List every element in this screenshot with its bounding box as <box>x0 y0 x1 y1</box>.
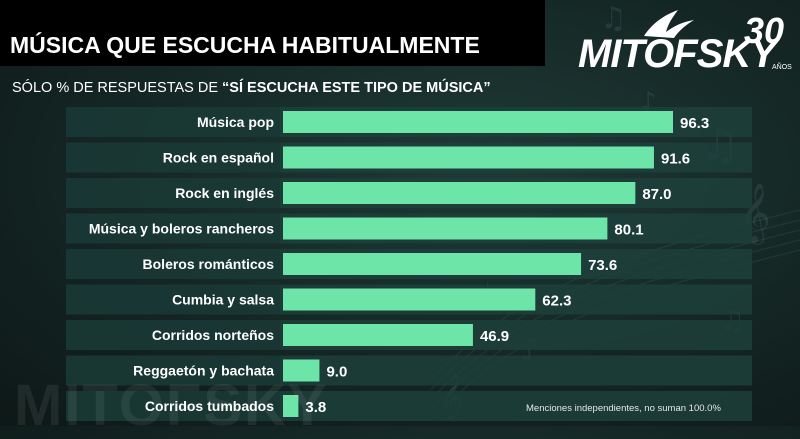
category-label-background <box>66 355 280 386</box>
category-label: Corridos norteños <box>152 327 274 343</box>
mitofsky-logo: MITOFSKY 30 AÑOS <box>576 6 796 78</box>
value-label: 62.3 <box>542 293 571 310</box>
bar <box>283 359 320 382</box>
chart-subtitle: SÓLO % DE RESPUESTAS DE “SÍ ESCUCHA ESTE… <box>12 80 491 96</box>
value-label: 9.0 <box>326 364 347 381</box>
bar-chart: Música pop 96.3 Rock en español 91.6 Rock en… <box>66 107 752 421</box>
bird-emblem-icon <box>644 10 694 38</box>
category-label: Boleros románticos <box>143 256 275 272</box>
category-label: Cumbia y salsa <box>172 292 274 308</box>
category-label-background <box>66 320 280 350</box>
category-label: Música pop <box>197 114 274 130</box>
category-label: Rock en inglés <box>175 185 274 201</box>
value-label: 80.1 <box>614 222 643 239</box>
category-label-background <box>66 142 280 173</box>
category-label: Corridos tumbados <box>145 398 274 414</box>
category-label-background <box>66 107 280 137</box>
logo-anos: AÑOS <box>772 64 792 71</box>
value-label: 73.6 <box>588 257 617 274</box>
category-label-background <box>66 249 280 279</box>
watermark: MITOFSKY <box>14 373 329 438</box>
subtitle-emphasis: “SÍ ESCUCHA ESTE TIPO DE MÚSICA” <box>222 80 491 96</box>
value-label: 96.3 <box>680 115 709 132</box>
value-label: 91.6 <box>661 151 690 168</box>
value-label: 87.0 <box>642 186 671 203</box>
category-label: Música y boleros rancheros <box>89 221 274 237</box>
value-label: 46.9 <box>480 328 509 345</box>
value-label: 3.8 <box>305 399 326 416</box>
category-label-background <box>66 391 280 421</box>
bar <box>283 217 608 240</box>
bar <box>283 111 673 133</box>
footnote: Menciones independientes, no suman 100.0… <box>526 403 721 414</box>
category-label-background <box>66 213 280 244</box>
bar <box>283 182 636 204</box>
bar <box>283 253 582 275</box>
logo-anniversary: 30 <box>744 10 785 51</box>
title-bar <box>0 0 545 66</box>
bar <box>283 146 654 169</box>
category-label-background <box>66 178 280 208</box>
chart-title: MÚSICA QUE ESCUCHA HABITUALMENTE <box>10 32 480 58</box>
category-label: Reggaetón y bachata <box>133 363 274 379</box>
bar <box>283 395 299 417</box>
logo-text: MITOFSKY <box>578 32 777 76</box>
category-label: Rock en español <box>163 150 274 166</box>
category-label-background <box>66 284 280 315</box>
bar <box>283 324 473 346</box>
bar <box>283 288 536 311</box>
subtitle-prefix: SÓLO % DE RESPUESTAS DE <box>12 80 223 96</box>
